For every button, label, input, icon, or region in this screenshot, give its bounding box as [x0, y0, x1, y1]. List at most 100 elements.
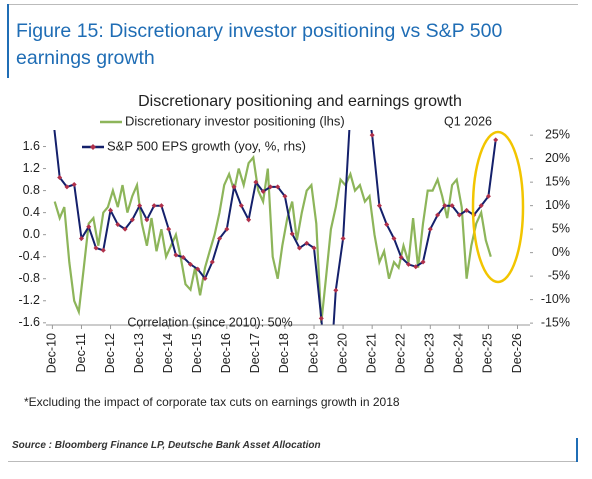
y-tick-label: 1.6	[23, 139, 40, 153]
x-tick-label: Dec-10	[45, 333, 59, 373]
y-tick-label: 1.2	[23, 161, 40, 175]
y-tick-label: -0.4	[18, 249, 40, 263]
point-marker	[86, 224, 92, 230]
legend-label: S&P 500 EPS growth (yoy, %, rhs)	[107, 138, 306, 153]
point-marker	[464, 207, 470, 213]
point-marker	[78, 236, 84, 242]
point-marker	[435, 212, 441, 218]
point-marker	[115, 221, 121, 227]
point-marker	[318, 315, 324, 321]
x-tick-label: Dec-11	[74, 333, 88, 372]
point-marker	[93, 245, 99, 251]
point-marker	[311, 245, 317, 251]
point-marker	[129, 217, 135, 223]
point-marker	[158, 203, 164, 209]
point-marker	[202, 275, 208, 281]
point-marker	[456, 212, 462, 218]
point-marker	[246, 217, 252, 223]
point-marker	[413, 264, 419, 270]
x-tick-label: Dec-21	[364, 333, 378, 373]
point-marker	[231, 184, 237, 190]
y2-tick-label: -10%	[541, 292, 570, 306]
point-marker	[144, 217, 150, 223]
point-marker	[50, 109, 55, 114]
y-tick-label: -0.8	[18, 271, 40, 285]
x-tick-label: Dec-18	[277, 333, 291, 373]
point-marker	[267, 184, 273, 190]
source: Source : Bloomberg Finance LP, Deutsche …	[12, 440, 321, 451]
x-tick-label: Dec-14	[161, 333, 175, 373]
footnote: *Excluding the impact of corporate tax c…	[24, 395, 400, 409]
x-tick-label: Dec-22	[394, 333, 408, 373]
point-marker	[187, 261, 193, 267]
x-tick-label: Dec-24	[452, 333, 466, 373]
x-tick-label: Dec-19	[306, 333, 320, 373]
point-marker	[195, 266, 201, 272]
y-tick-label: -1.6	[18, 315, 40, 329]
point-marker	[493, 137, 499, 143]
point-marker	[296, 245, 302, 251]
point-marker	[57, 174, 63, 180]
point-marker	[304, 240, 310, 246]
point-marker	[420, 259, 426, 265]
point-marker	[151, 203, 157, 209]
point-marker	[217, 236, 223, 242]
y2-tick-label: 20%	[545, 151, 570, 165]
point-marker	[442, 203, 448, 209]
x-tick-label: Dec-15	[190, 333, 204, 373]
y2-tick-label: -5%	[548, 268, 570, 282]
y-tick-label: 0.4	[23, 205, 40, 219]
x-tick-label: Dec-16	[219, 333, 233, 373]
x-tick-label: Dec-12	[103, 333, 117, 373]
point-marker	[391, 236, 397, 242]
chart-title: Discretionary positioning and earnings g…	[138, 93, 462, 110]
point-marker	[238, 203, 244, 209]
point-marker	[340, 236, 346, 242]
point-marker	[362, 86, 367, 91]
x-tick-label: Dec-13	[132, 333, 146, 373]
point-marker	[485, 193, 491, 199]
annotation: Correlation (since 2010): 50%	[127, 315, 292, 329]
frame-top-line	[8, 4, 578, 5]
point-marker	[108, 207, 114, 213]
series-line	[53, 154, 492, 323]
frame-right-bar	[576, 438, 578, 462]
y2-tick-label: 0%	[552, 245, 570, 259]
point-marker	[100, 247, 106, 253]
y2-tick-label: 5%	[552, 221, 570, 235]
frame-bottom-line	[8, 461, 578, 462]
legend-marker	[90, 144, 96, 150]
point-marker	[260, 189, 266, 195]
point-marker	[427, 226, 433, 232]
point-marker	[282, 193, 288, 199]
x-tick-label: Dec-25	[481, 333, 495, 373]
annotation: Q1 2026	[444, 114, 492, 128]
plot-area	[50, 86, 499, 325]
point-marker	[166, 226, 172, 232]
point-marker	[478, 203, 484, 209]
point-marker	[384, 221, 390, 227]
point-marker	[209, 259, 215, 265]
frame-left-bar	[7, 4, 9, 78]
highlight-ellipse	[471, 130, 525, 284]
point-marker	[333, 287, 339, 293]
legend-label: Discretionary investor positioning (lhs)	[125, 113, 345, 128]
point-marker	[173, 252, 179, 258]
y-tick-label: 0.8	[23, 183, 40, 197]
figure-title: Figure 15: Discretionary investor positi…	[16, 20, 503, 69]
y2-tick-label: 10%	[545, 198, 570, 212]
y2-tick-label: 25%	[545, 127, 570, 141]
point-marker	[122, 226, 128, 232]
point-marker	[405, 261, 411, 267]
x-tick-label: Dec-23	[423, 333, 437, 373]
chart: Discretionary positioning and earnings g…	[18, 86, 570, 373]
point-marker	[289, 231, 295, 237]
y2-tick-label: 15%	[545, 174, 570, 188]
point-marker	[376, 203, 382, 209]
point-marker	[64, 184, 70, 190]
y-tick-label: -1.2	[18, 293, 40, 307]
point-marker	[224, 226, 230, 232]
point-marker	[275, 184, 281, 190]
point-marker	[369, 132, 375, 138]
